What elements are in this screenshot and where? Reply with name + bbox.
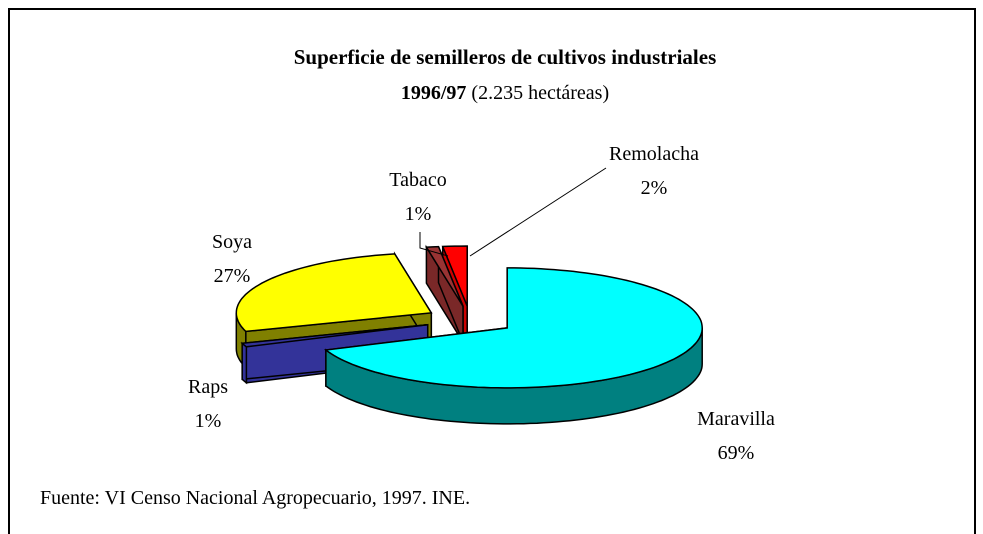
slice bbox=[323, 267, 703, 425]
slice-value-label: 69% bbox=[718, 442, 755, 464]
slice-value-label: 1% bbox=[405, 203, 432, 225]
slice-name: Raps bbox=[188, 376, 228, 398]
leader-line bbox=[419, 232, 449, 257]
slice-top bbox=[425, 245, 464, 307]
slice-top bbox=[240, 323, 428, 348]
slice-name: Remolacha bbox=[609, 143, 699, 165]
slice-value-label: 2% bbox=[641, 177, 668, 199]
leader-line bbox=[469, 167, 607, 257]
slice-top bbox=[441, 245, 468, 307]
slice-value-label: 27% bbox=[214, 265, 251, 287]
chart-title: Superficie de semilleros de cultivos ind… bbox=[294, 45, 717, 69]
frame bbox=[8, 8, 976, 534]
slice bbox=[425, 244, 464, 345]
slice-top bbox=[235, 253, 433, 333]
subtitle-text: (2.235 hectáreas) bbox=[471, 82, 609, 104]
slice-top bbox=[323, 267, 703, 389]
pie bbox=[235, 244, 703, 425]
slice-value-label: 1% bbox=[195, 410, 222, 432]
slice-name: Maravilla bbox=[697, 408, 775, 430]
subtitle-year: 1996/97 bbox=[401, 82, 467, 104]
slice-side bbox=[241, 341, 248, 385]
source-note: Fuente: VI Censo Nacional Agropecuario, … bbox=[40, 487, 470, 509]
slice-name: Tabaco bbox=[389, 169, 446, 191]
slice-name: Soya bbox=[212, 231, 252, 253]
chart-subtitle: 1996/97 (2.235 hectáreas) bbox=[401, 82, 609, 104]
